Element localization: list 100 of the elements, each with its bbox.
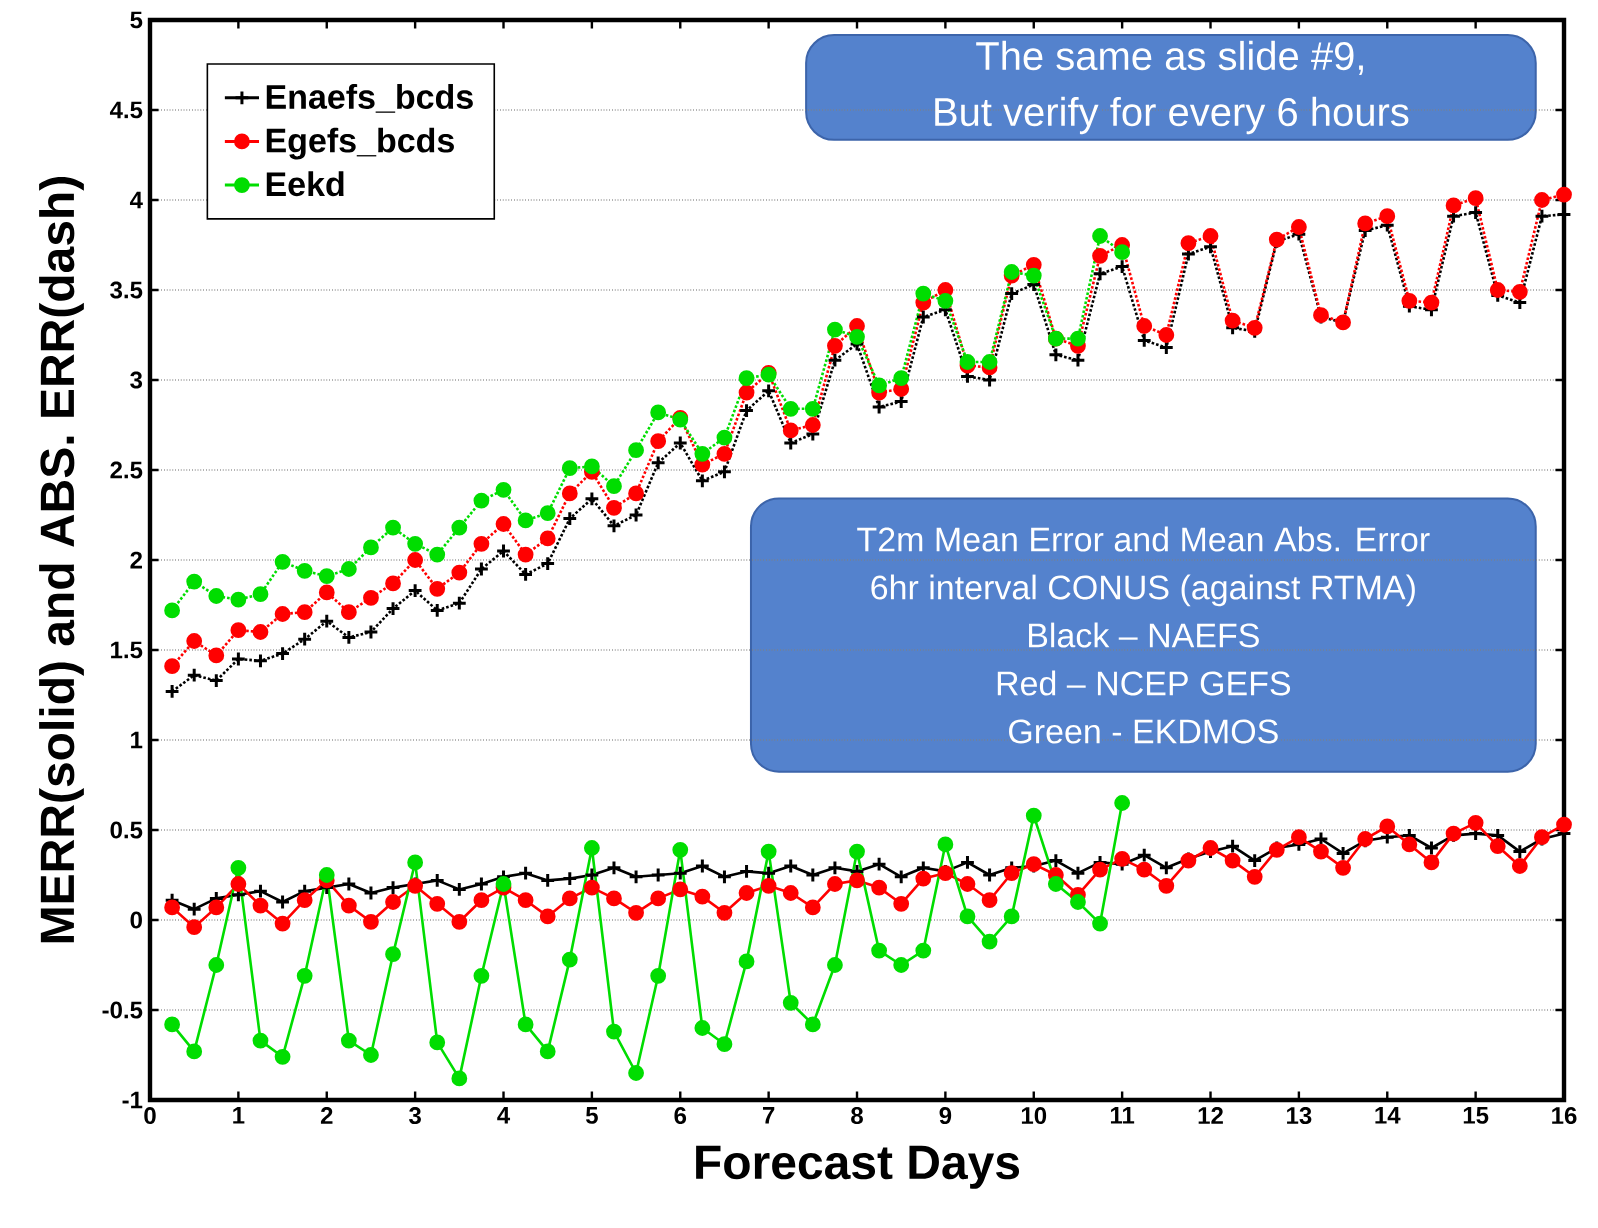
point [871, 377, 888, 394]
point [385, 946, 401, 963]
point [1092, 228, 1108, 244]
legend-label: Egefs_bcds [266, 127, 454, 160]
x-tick-label: 0 [144, 1107, 156, 1125]
x-axis-title: Forecast Days [696, 1145, 1020, 1189]
point [340, 1032, 357, 1049]
point [782, 400, 799, 417]
point [981, 354, 998, 370]
x-tick-label: 5 [585, 1107, 598, 1124]
x-tick-label: 15 [1463, 1107, 1489, 1124]
point [363, 1047, 379, 1063]
annotation: But verify for every 6 hours [935, 96, 1409, 135]
point [561, 951, 578, 968]
point [937, 292, 954, 309]
point [1114, 244, 1131, 261]
y-tick-label: 4.5 [109, 101, 143, 119]
point [451, 1070, 468, 1087]
point [186, 1043, 203, 1060]
point [1114, 795, 1131, 811]
point [495, 481, 512, 498]
point [517, 1016, 534, 1033]
x-tick-label: 11 [1110, 1107, 1135, 1124]
point [782, 994, 799, 1011]
legend-label: Enaefs_bcds [266, 84, 473, 113]
point [1025, 267, 1042, 284]
y-tick-label: 1 [131, 731, 143, 749]
point [164, 1016, 180, 1033]
point [650, 967, 667, 984]
point [804, 400, 821, 417]
point [208, 957, 225, 973]
x-tick-label: 8 [851, 1107, 863, 1125]
x-tick-label: 6 [674, 1107, 687, 1125]
point [760, 843, 777, 860]
point [893, 957, 910, 973]
point [208, 588, 225, 604]
annotation: 6hr interval CONUS (against RTMA) [871, 574, 1415, 607]
point [385, 519, 401, 536]
point [473, 492, 490, 509]
y-axis-title: MERR(solid) and ABS. ERR(dash) [39, 177, 84, 943]
y-tick-label: -1 [122, 1091, 143, 1109]
point [628, 442, 644, 459]
annotation: T2m Mean Error and Mean Abs. Error [857, 526, 1430, 552]
annotation: The same as slide #9, [976, 40, 1363, 75]
x-tick-label: 13 [1287, 1107, 1312, 1125]
point [274, 553, 291, 570]
point [230, 591, 247, 608]
point [738, 370, 755, 387]
point [274, 1048, 291, 1065]
x-tick-label: 3 [409, 1107, 421, 1125]
point [252, 1032, 269, 1049]
point [959, 908, 976, 925]
annotation: Black – NAEFS [1028, 622, 1259, 648]
y-tick-label: -0.5 [102, 1001, 143, 1019]
point [429, 1034, 446, 1051]
point [252, 586, 269, 603]
point [1070, 330, 1086, 347]
point [827, 957, 843, 973]
y-tick-label: 3 [130, 371, 143, 389]
point [1003, 908, 1020, 925]
y-tick-label: 0 [130, 911, 142, 929]
point [606, 1023, 622, 1040]
point [296, 562, 313, 579]
x-tick-label: 12 [1198, 1107, 1223, 1124]
point [849, 843, 865, 860]
x-tick-label: 16 [1552, 1107, 1577, 1125]
annotation: Green - EKDMOS [1009, 719, 1278, 744]
point [230, 859, 247, 876]
point [849, 328, 865, 345]
point [451, 519, 468, 536]
point [937, 836, 954, 853]
point [473, 967, 490, 984]
point [583, 458, 600, 475]
point [606, 478, 622, 495]
x-tick-label: 1 [233, 1107, 245, 1124]
x-tick-label: 14 [1375, 1107, 1401, 1124]
point [1070, 894, 1086, 910]
point [407, 535, 424, 552]
point [915, 285, 932, 302]
y-tick-label: 4 [129, 191, 143, 209]
point [628, 1065, 644, 1081]
point [694, 1020, 711, 1036]
point [561, 460, 578, 477]
point [672, 841, 689, 858]
point [340, 561, 357, 577]
point [583, 840, 600, 856]
y-tick-label: 2 [130, 551, 142, 569]
point [1003, 264, 1020, 280]
point [959, 354, 976, 370]
point [517, 512, 534, 529]
point [738, 953, 755, 970]
x-tick-label: 10 [1021, 1107, 1047, 1125]
annotation: Red – NCEP GEFS [997, 670, 1291, 696]
point [1025, 807, 1042, 824]
y-tick-label: 1.5 [111, 641, 143, 659]
point [893, 370, 910, 387]
point [318, 568, 335, 585]
point [827, 321, 843, 338]
point [539, 505, 556, 522]
legend-label: Eekd [266, 171, 344, 197]
